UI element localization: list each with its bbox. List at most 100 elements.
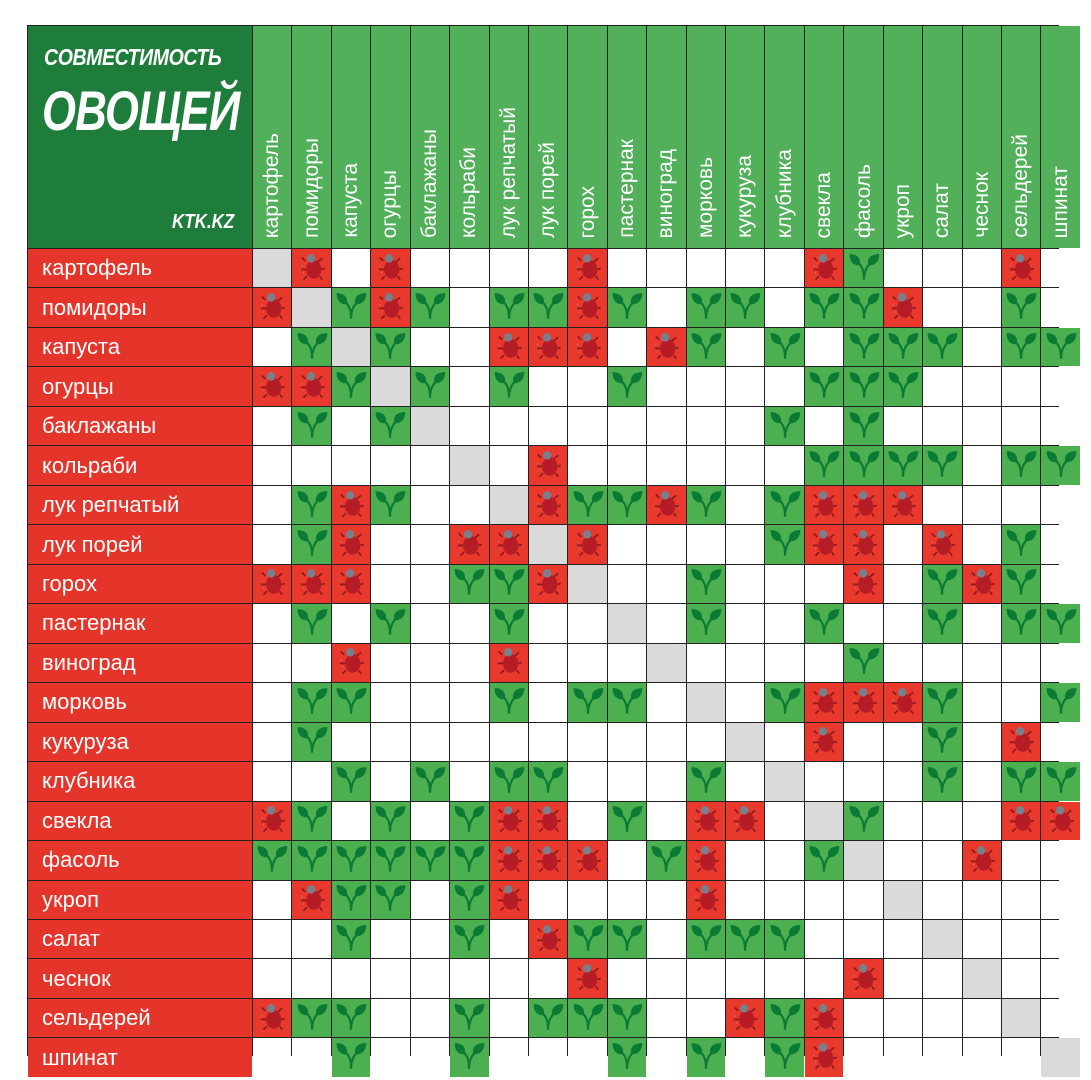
leaf-icon (571, 683, 605, 722)
cell-good (923, 564, 962, 604)
cell-good (765, 919, 804, 959)
cell-none (292, 959, 331, 998)
cell-bad (331, 525, 371, 564)
leaf-icon (295, 486, 329, 525)
cell-none (450, 604, 489, 643)
cell-none (410, 525, 450, 564)
cell-none (489, 722, 528, 762)
cell-bad (450, 525, 489, 564)
cell-none (647, 722, 686, 762)
leaf-icon (886, 446, 920, 485)
leaf-icon (1044, 328, 1078, 367)
leaf-icon (413, 288, 447, 327)
cell-none (765, 367, 804, 406)
cell-none (883, 643, 923, 683)
cell-good (371, 841, 410, 880)
cell-none (765, 249, 804, 288)
cell-none (647, 446, 686, 485)
cell-bad (489, 525, 528, 564)
column-header: салат (923, 26, 962, 248)
leaf-icon (413, 762, 447, 801)
cell-none (923, 880, 962, 919)
cell-none (647, 919, 686, 959)
bug-icon (334, 486, 368, 525)
cell-none (962, 525, 1002, 564)
cell-none (962, 722, 1002, 762)
cell-none (607, 406, 647, 446)
row-header: лук порей (28, 525, 252, 564)
cell-good (331, 367, 371, 406)
bug-icon (571, 841, 605, 880)
leaf-icon (1004, 564, 1038, 603)
cell-bad (1041, 801, 1080, 841)
cell-none (1002, 367, 1041, 406)
bug-icon (886, 288, 920, 327)
cell-none (844, 919, 883, 959)
cell-self (528, 525, 568, 564)
cell-none (962, 643, 1002, 683)
leaf-icon (295, 801, 329, 840)
cell-good (489, 604, 528, 643)
leaf-icon (1004, 762, 1038, 801)
cell-none (1002, 643, 1041, 683)
leaf-icon (334, 762, 368, 801)
cell-none (883, 841, 923, 880)
cell-none (371, 919, 410, 959)
cell-bad (253, 367, 292, 406)
cell-good (371, 485, 410, 525)
cell-good (923, 683, 962, 722)
column-header: сельдерей (1002, 26, 1041, 248)
cell-none (765, 801, 804, 841)
bug-icon (255, 564, 289, 603)
cell-none (331, 446, 371, 485)
cell-none (1002, 919, 1041, 959)
cell-none (647, 525, 686, 564)
column-header: фасоль (844, 26, 883, 248)
cell-good (528, 288, 568, 327)
cell-good (1041, 446, 1080, 485)
cell-bad (568, 288, 607, 327)
bug-icon (807, 249, 841, 288)
bug-icon (373, 249, 407, 288)
cell-none (883, 604, 923, 643)
cell-good (489, 367, 528, 406)
cell-self (883, 880, 923, 919)
leaf-icon (255, 841, 289, 880)
cell-none (528, 604, 568, 643)
cell-none (292, 919, 331, 959)
row-header: кольраби (28, 446, 252, 485)
cell-none (371, 525, 410, 564)
cell-none (253, 1038, 292, 1077)
leaf-icon (847, 801, 881, 840)
cell-bad (292, 249, 331, 288)
cell-good (410, 288, 450, 327)
leaf-icon (689, 604, 723, 643)
leaf-icon (610, 999, 644, 1038)
bug-icon (1004, 249, 1038, 288)
cell-none (410, 485, 450, 525)
bug-icon (965, 564, 999, 603)
bug-icon (531, 841, 565, 880)
leaf-icon (1044, 683, 1078, 722)
cell-bad (528, 801, 568, 841)
cell-none (489, 406, 528, 446)
leaf-icon (689, 288, 723, 327)
bug-icon (492, 880, 526, 919)
title-line-2: ОВОЩЕЙ (42, 79, 240, 142)
cell-bad (647, 485, 686, 525)
leaf-icon (1044, 604, 1078, 643)
cell-none (292, 643, 331, 683)
column-header: горох (568, 26, 607, 248)
leaf-icon (452, 564, 486, 603)
column-header: огурцы (371, 26, 410, 248)
cell-none (647, 1038, 686, 1077)
bug-icon (334, 525, 368, 564)
leaf-icon (847, 643, 881, 682)
cell-none (568, 604, 607, 643)
cell-none (647, 959, 686, 998)
row-header: огурцы (28, 367, 252, 406)
cell-good (1002, 604, 1041, 643)
cell-none (450, 643, 489, 683)
cell-none (253, 525, 292, 564)
cell-none (489, 1038, 528, 1077)
